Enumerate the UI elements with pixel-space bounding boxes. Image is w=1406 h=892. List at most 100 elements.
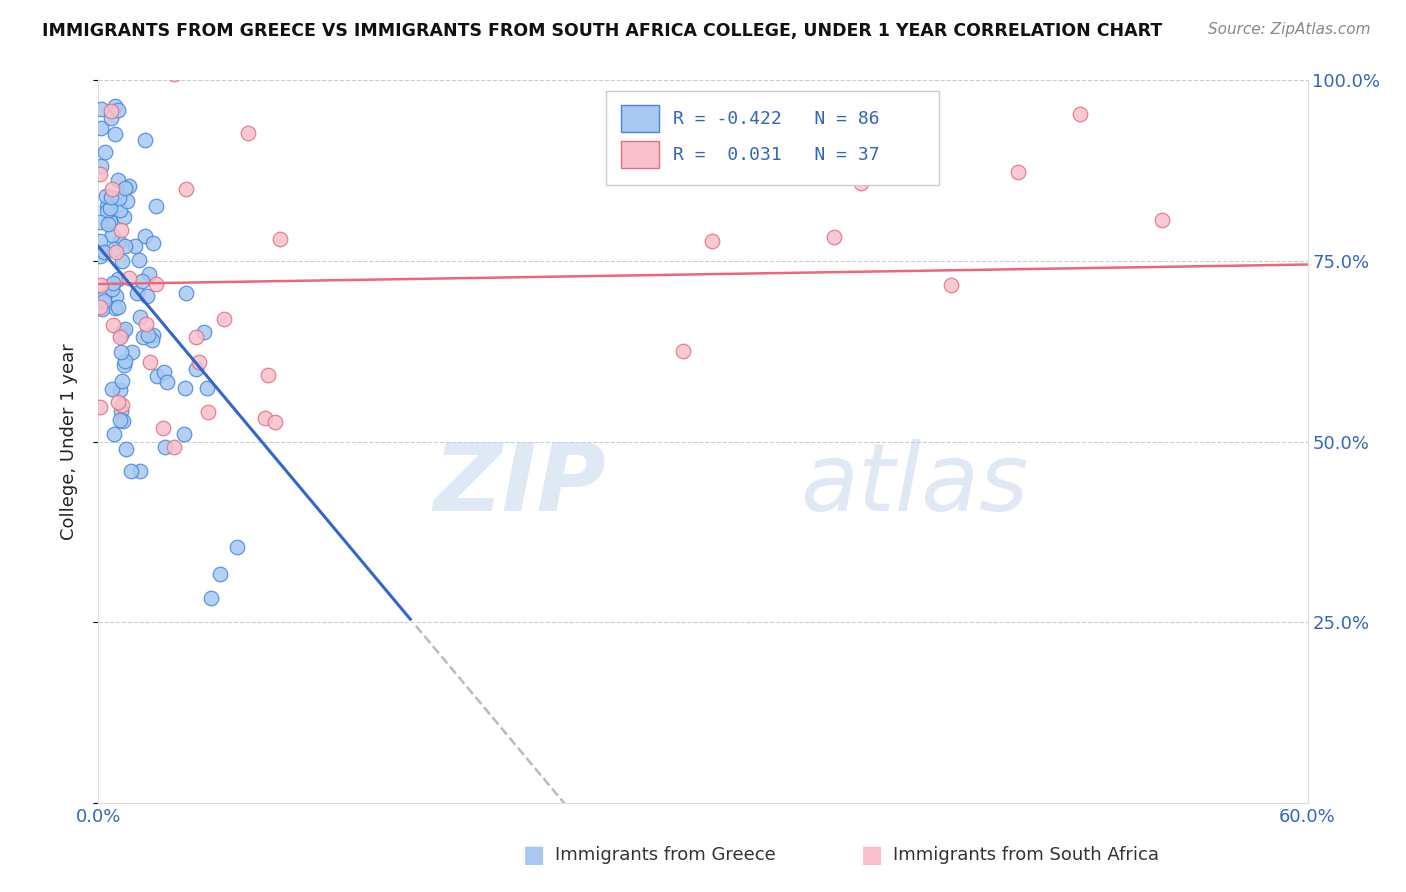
Point bbox=[115, 442, 138, 456]
Point bbox=[136, 327, 159, 342]
Point bbox=[124, 239, 146, 253]
Point bbox=[702, 234, 724, 248]
Bar bbox=[621, 141, 659, 169]
Point bbox=[110, 203, 132, 218]
Point bbox=[136, 289, 159, 303]
Bar bbox=[621, 105, 659, 132]
Point bbox=[111, 324, 134, 338]
Point bbox=[131, 274, 153, 288]
Point bbox=[93, 244, 115, 259]
Point bbox=[141, 236, 163, 251]
Point bbox=[156, 375, 179, 389]
Point bbox=[145, 198, 167, 212]
Point bbox=[98, 201, 121, 215]
Point bbox=[107, 173, 129, 187]
Point bbox=[225, 540, 247, 554]
Point bbox=[89, 167, 111, 181]
Point bbox=[111, 398, 134, 412]
Point bbox=[100, 112, 122, 126]
Point bbox=[104, 99, 127, 113]
Point bbox=[197, 405, 219, 419]
Text: R =  0.031   N = 37: R = 0.031 N = 37 bbox=[672, 145, 879, 164]
Point bbox=[121, 344, 143, 359]
Point bbox=[114, 239, 136, 253]
Point bbox=[100, 190, 122, 204]
Point bbox=[257, 368, 280, 383]
Point bbox=[89, 215, 111, 229]
Point bbox=[849, 176, 872, 190]
Point bbox=[941, 277, 963, 292]
Point bbox=[103, 242, 125, 256]
Point bbox=[114, 181, 136, 195]
Point bbox=[146, 369, 169, 384]
Point bbox=[117, 194, 139, 208]
Point bbox=[200, 591, 222, 605]
Point bbox=[114, 322, 136, 336]
Point bbox=[214, 311, 236, 326]
Point bbox=[94, 145, 117, 160]
Point bbox=[93, 294, 115, 309]
Text: IMMIGRANTS FROM GREECE VS IMMIGRANTS FROM SOUTH AFRICA COLLEGE, UNDER 1 YEAR COR: IMMIGRANTS FROM GREECE VS IMMIGRANTS FRO… bbox=[42, 22, 1163, 40]
Point bbox=[186, 330, 208, 344]
Point bbox=[94, 188, 117, 202]
Point bbox=[174, 381, 197, 395]
Point bbox=[97, 217, 120, 231]
Point bbox=[105, 245, 128, 260]
Point bbox=[129, 464, 152, 478]
Point bbox=[103, 318, 125, 332]
Text: ZIP: ZIP bbox=[433, 439, 606, 531]
Y-axis label: College, Under 1 year: College, Under 1 year bbox=[59, 343, 77, 540]
Point bbox=[108, 235, 131, 249]
Text: Immigrants from South Africa: Immigrants from South Africa bbox=[893, 846, 1159, 863]
Point bbox=[193, 325, 215, 339]
Point bbox=[110, 374, 132, 388]
Point bbox=[110, 328, 132, 343]
Point bbox=[100, 104, 122, 119]
Point bbox=[1007, 164, 1029, 178]
Point bbox=[163, 440, 186, 454]
Point bbox=[153, 365, 176, 379]
Point bbox=[107, 271, 129, 285]
Point bbox=[110, 222, 132, 236]
Point bbox=[90, 301, 112, 316]
Point bbox=[107, 395, 129, 409]
Point bbox=[174, 182, 197, 196]
Point bbox=[152, 421, 174, 435]
Text: ■: ■ bbox=[523, 843, 546, 866]
Point bbox=[128, 252, 150, 267]
Point bbox=[128, 310, 150, 324]
Point bbox=[93, 290, 115, 304]
Point bbox=[111, 254, 134, 268]
Point bbox=[90, 102, 112, 116]
Point bbox=[101, 228, 124, 243]
Point bbox=[89, 249, 111, 263]
Point bbox=[238, 126, 260, 140]
Point bbox=[96, 204, 118, 219]
Point bbox=[155, 440, 177, 454]
Point bbox=[118, 178, 141, 193]
Point bbox=[101, 282, 124, 296]
Point bbox=[142, 328, 165, 343]
Point bbox=[163, 67, 186, 81]
Point bbox=[104, 127, 127, 141]
Point bbox=[112, 358, 135, 372]
Text: atlas: atlas bbox=[800, 440, 1028, 531]
Point bbox=[98, 214, 121, 228]
Point bbox=[823, 230, 845, 244]
Point bbox=[672, 343, 695, 358]
Text: R = -0.422   N = 86: R = -0.422 N = 86 bbox=[672, 110, 879, 128]
Text: Immigrants from Greece: Immigrants from Greece bbox=[555, 846, 776, 863]
Point bbox=[101, 382, 124, 396]
Point bbox=[184, 362, 207, 376]
Point bbox=[132, 330, 155, 344]
Point bbox=[104, 289, 127, 303]
Point bbox=[101, 276, 124, 290]
Point bbox=[110, 403, 132, 417]
Point bbox=[174, 285, 197, 300]
Point bbox=[134, 133, 156, 147]
Point bbox=[107, 191, 129, 205]
Point bbox=[139, 355, 162, 369]
Point bbox=[90, 277, 112, 292]
Point bbox=[89, 400, 111, 414]
Point bbox=[253, 411, 276, 425]
